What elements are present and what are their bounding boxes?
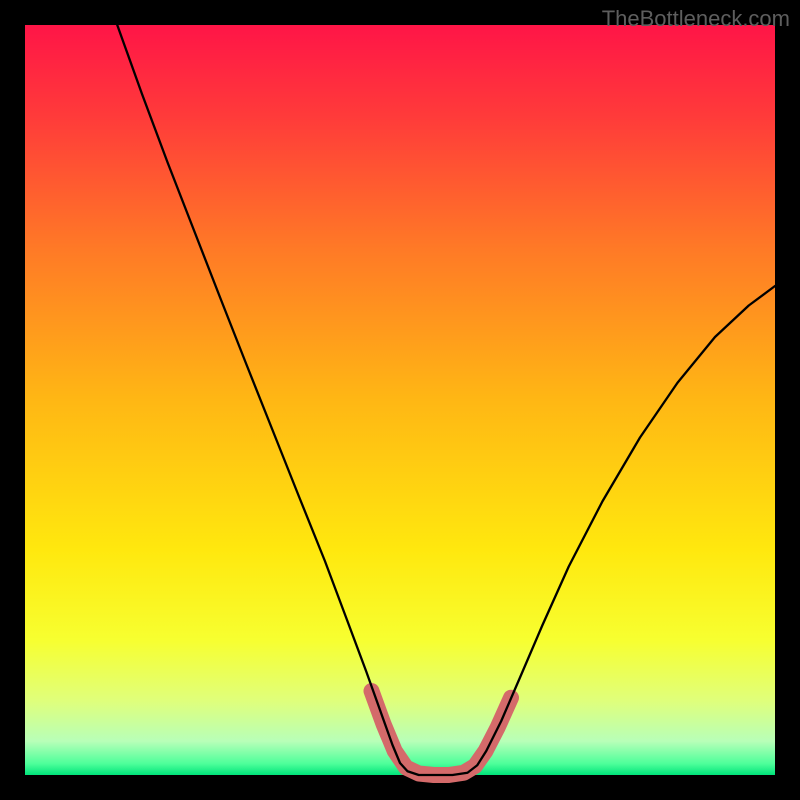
chart-svg bbox=[0, 0, 800, 800]
chart-stage: TheBottleneck.com bbox=[0, 0, 800, 800]
watermark-text: TheBottleneck.com bbox=[602, 6, 790, 32]
gradient-background bbox=[25, 25, 775, 775]
